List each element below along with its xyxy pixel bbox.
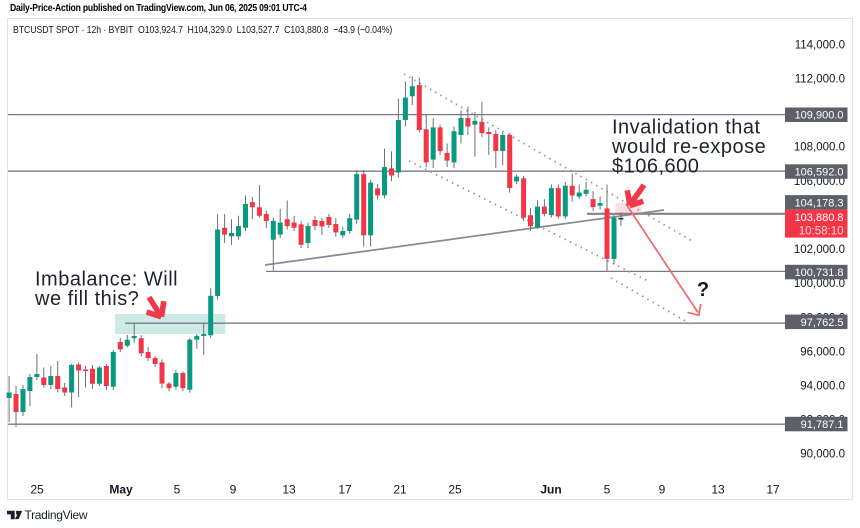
svg-text:May: May: [109, 483, 133, 497]
svg-text:Imbalance: Will: Imbalance: Will: [35, 269, 178, 291]
svg-text:106,592.0: 106,592.0: [795, 167, 844, 179]
svg-text:100,000.0: 100,000.0: [794, 278, 845, 290]
svg-text:would re-expose: would re-expose: [611, 136, 766, 158]
svg-text:25: 25: [30, 483, 44, 497]
svg-text:109,900.0: 109,900.0: [795, 110, 844, 122]
svg-text:94,000.0: 94,000.0: [800, 381, 845, 393]
svg-text:90,000.0: 90,000.0: [800, 449, 845, 461]
svg-text:9: 9: [230, 483, 237, 497]
svg-text:13: 13: [282, 483, 296, 497]
svg-text:10:58:10: 10:58:10: [799, 226, 844, 238]
svg-text:100,731.8: 100,731.8: [795, 267, 844, 279]
svg-text:5: 5: [174, 483, 181, 497]
svg-text:114,000.0: 114,000.0: [795, 39, 845, 51]
svg-text:112,000.0: 112,000.0: [795, 74, 845, 86]
svg-text:Invalidation that: Invalidation that: [612, 117, 761, 139]
svg-text:97,762.5: 97,762.5: [801, 317, 844, 329]
svg-text:$106,600: $106,600: [612, 156, 699, 178]
svg-text:17: 17: [338, 483, 352, 497]
svg-text:Jun: Jun: [540, 483, 561, 497]
svg-text:we fill this?: we fill this?: [34, 288, 139, 310]
svg-text:13: 13: [711, 483, 725, 497]
svg-text:5: 5: [604, 483, 611, 497]
svg-text:TradingView: TradingView: [25, 508, 88, 522]
svg-text:104,178.3: 104,178.3: [795, 197, 844, 209]
svg-text:103,880.8: 103,880.8: [795, 212, 844, 224]
svg-text:25: 25: [448, 483, 462, 497]
svg-text:91,787.1: 91,787.1: [801, 419, 844, 431]
svg-text:?: ?: [697, 279, 709, 301]
svg-text:9: 9: [659, 483, 666, 497]
svg-text:108,000.0: 108,000.0: [794, 142, 845, 154]
svg-text:17: 17: [766, 483, 780, 497]
svg-text:102,000.0: 102,000.0: [794, 244, 845, 256]
svg-text:96,000.0: 96,000.0: [800, 346, 845, 358]
svg-text:21: 21: [393, 483, 407, 497]
